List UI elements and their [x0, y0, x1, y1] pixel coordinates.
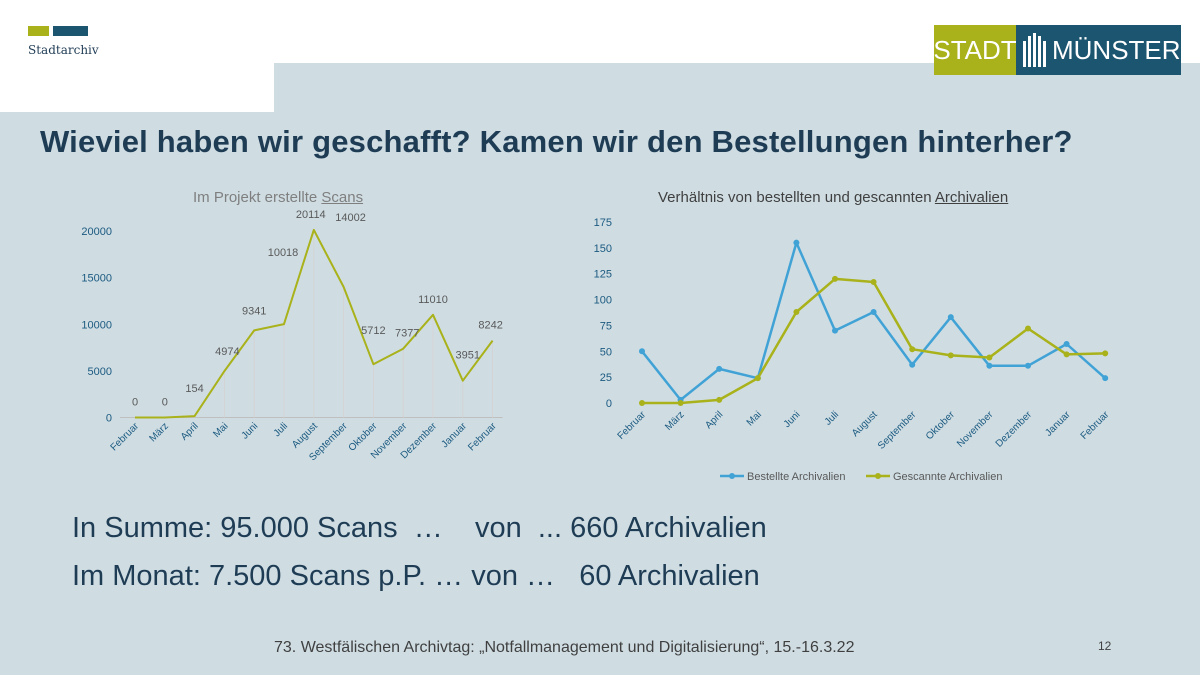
logo-muenster-text: MÜNSTER: [1052, 34, 1181, 65]
chart2-point: [793, 239, 800, 246]
footer-text: 73. Westfälischen Archivtag: „Notfallman…: [274, 639, 855, 656]
chart2-xtick-label: Juli: [823, 409, 841, 427]
chart1-title-b: Scans: [321, 189, 364, 206]
chart2-series-line: [642, 277, 1106, 405]
logo-muenster-block: MÜNSTER: [1016, 25, 1181, 75]
chart2-ytick-label: 125: [594, 269, 612, 281]
chart2-xtick-label: Februar: [616, 409, 649, 442]
chart2-xtick-label: November: [955, 409, 996, 450]
chart1-series-line: [135, 228, 494, 419]
chart2-xtick-label: August: [850, 409, 880, 439]
chart2-point: [716, 396, 723, 403]
chart1-data-label: 11010: [418, 294, 448, 306]
chart2-series-line: [641, 241, 1107, 402]
chart2-xtick-label: Oktober: [924, 409, 957, 442]
chart2-point: [986, 362, 993, 369]
chart2-xtick-label: September: [876, 409, 919, 452]
chart2-point: [1025, 362, 1031, 369]
chart1-ytick-label: 20000: [81, 226, 112, 238]
chart2-point: [870, 308, 877, 315]
chart2-point: [870, 278, 877, 285]
chart1-title: Im Projekt erstellte Scans: [193, 189, 363, 206]
chart2-legend-marker: [875, 473, 881, 479]
chart2-ytick-label: 175: [594, 217, 612, 229]
cathedral-icon: [1023, 33, 1046, 67]
chart2-title-b: Archivalien: [934, 189, 1009, 206]
chart2-point: [754, 375, 761, 382]
chart1-ytick-label: 15000: [81, 273, 112, 285]
chart2-point: [947, 314, 954, 321]
chart2-ytick-label: 25: [600, 372, 612, 384]
chart2-point: [909, 361, 916, 368]
stadtarchiv-logo-bars: [28, 26, 88, 36]
chart1-data-label: 0: [162, 397, 168, 409]
chart2-ytick-label: 150: [594, 243, 612, 255]
header-white-box: [0, 0, 274, 112]
chart2-point: [793, 308, 800, 315]
chart1-data-label: 7377: [395, 328, 419, 340]
chart2-point: [986, 354, 993, 361]
org-label: Stadtarchiv: [28, 43, 99, 57]
chart2-xtick-label: Januar: [1043, 409, 1073, 439]
chart2-xtick-label: April: [703, 409, 725, 431]
chart2-ytick-label: 75: [600, 320, 612, 332]
chart2-point: [832, 327, 838, 334]
chart1-data-label: 10018: [268, 247, 299, 259]
chart1-data-label: 0: [132, 397, 138, 409]
chart1-data-label: 14002: [335, 212, 366, 224]
chart2-xtick-label: Februar: [1079, 409, 1112, 442]
chart2-point: [639, 400, 645, 406]
chart1-ytick-label: 5000: [88, 366, 112, 378]
page-number: 12: [1098, 639, 1112, 653]
chart1-data-label: 5712: [361, 325, 385, 337]
chart1-data-label: 4974: [215, 346, 239, 358]
chart2-legend-label: Gescannte Archivalien: [893, 471, 1002, 483]
chart2-legend-label: Bestellte Archivalien: [747, 471, 845, 483]
chart2-point: [909, 346, 916, 353]
logo-stadt-text: STADT: [933, 25, 1017, 75]
summary-line-2: Im Monat: 7.500 Scans p.P. … von … 60 Ar…: [72, 560, 760, 592]
chart2-point: [1102, 350, 1109, 357]
chart2-title-a: Verhältnis von bestellten und gescannten: [658, 189, 935, 206]
chart2-ytick-label: 100: [594, 295, 612, 307]
chart1-data-label: 3951: [456, 350, 480, 362]
chart2-ytick-label: 0: [606, 398, 612, 410]
chart2-point: [677, 400, 684, 406]
chart2-point: [1102, 375, 1109, 382]
chart2-point: [947, 352, 954, 359]
chart2-point: [1063, 341, 1070, 348]
chart1-title-a: Im Projekt erstellte: [193, 189, 322, 206]
summary-line-1: In Summe: 95.000 Scans … von ... 660 Arc…: [72, 512, 767, 544]
chart2-xtick-label: Mai: [745, 409, 764, 428]
chart2-xtick-label: Juni: [782, 409, 803, 430]
stadt-muenster-logo: STADT MÜNSTER: [933, 25, 1181, 75]
chart2-point: [639, 348, 645, 355]
chart2-point: [1025, 325, 1031, 332]
chart2-point: [832, 275, 838, 282]
chart2-legend-marker: [729, 473, 735, 479]
chart2-xtick-label: März: [663, 409, 687, 433]
chart1-ytick-label: 10000: [81, 319, 112, 331]
chart2-xtick-label: Dezember: [994, 409, 1035, 450]
chart1-data-label: 154: [185, 383, 203, 395]
chart1-data-label: 20114: [296, 209, 326, 221]
chart1-data-label: 9341: [242, 305, 266, 317]
chart2-point: [716, 365, 723, 372]
chart2-title: Verhältnis von bestellten und gescannten…: [658, 189, 1008, 206]
chart1-data-label: 8242: [478, 320, 502, 332]
slide-title: Wieviel haben wir geschafft? Kamen wir d…: [40, 124, 1073, 159]
chart1-ytick-label: 0: [106, 413, 112, 425]
chart2-ytick-label: 50: [600, 346, 612, 358]
background-panel: [0, 63, 1200, 675]
chart2-point: [1063, 351, 1070, 358]
